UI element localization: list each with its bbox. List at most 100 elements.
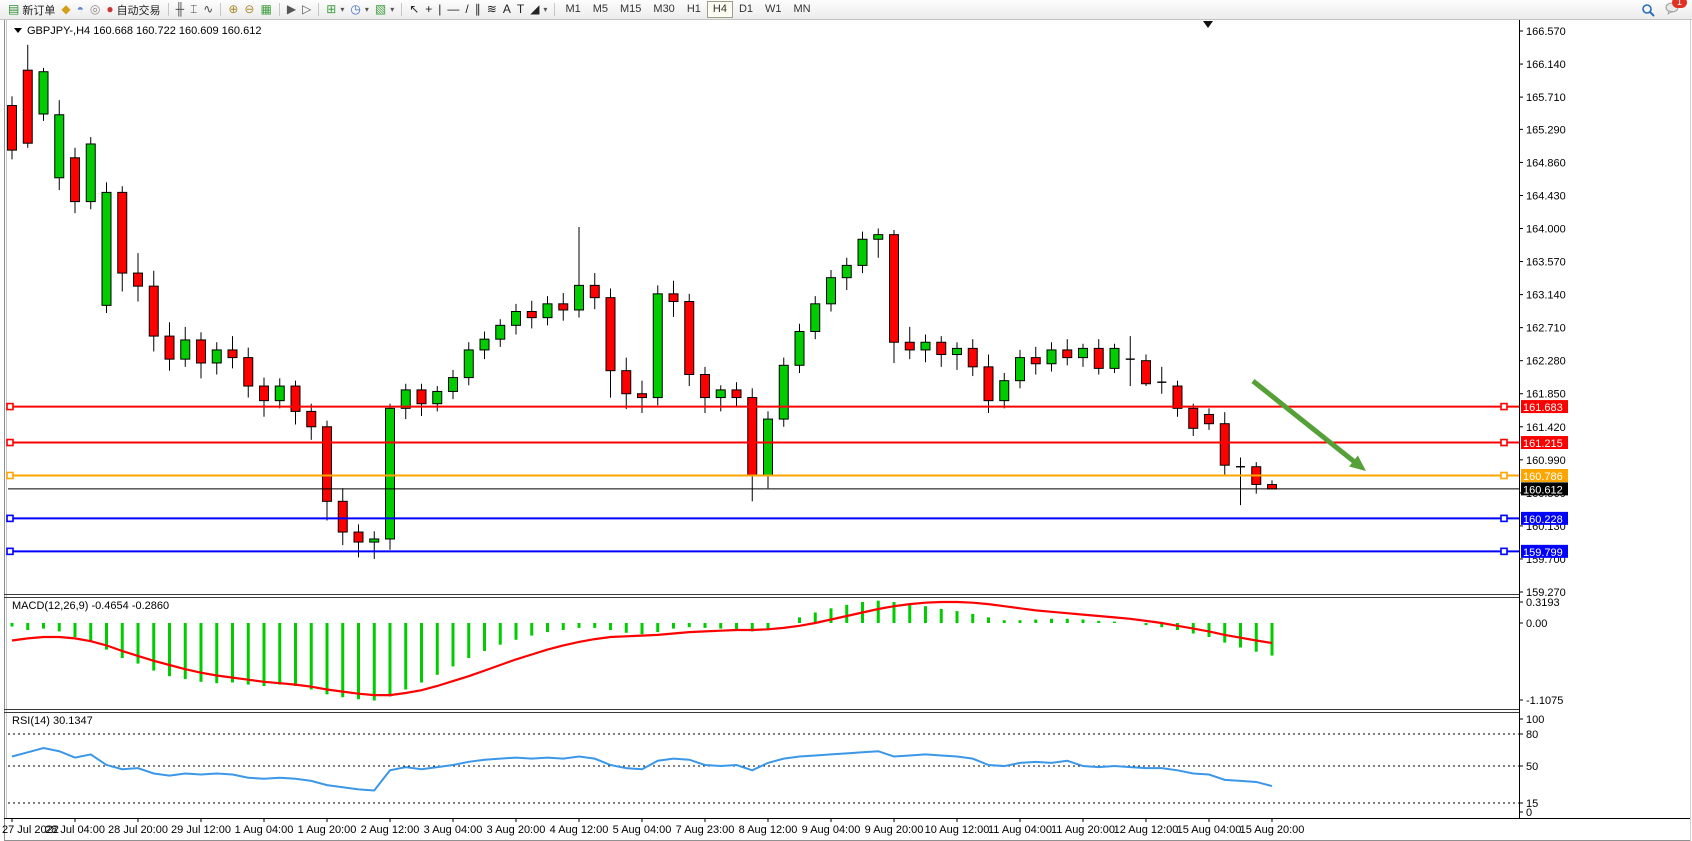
auto-trading-button-label: 自动交易 xyxy=(116,4,161,17)
toolbar-separator xyxy=(318,3,320,16)
auto-trading-button[interactable]: ● 自动交易 xyxy=(103,1,163,18)
zoom-in-icon[interactable]: ⊕ xyxy=(225,1,241,18)
search-icon[interactable] xyxy=(1641,3,1655,17)
stamp-icon[interactable]: ◆ xyxy=(58,1,73,18)
price-line-badge-text: 159.799 xyxy=(1523,547,1563,559)
vertical-line-icon[interactable]: | xyxy=(435,1,444,18)
toolbar-separator xyxy=(401,3,403,16)
bear-candle xyxy=(164,335,175,360)
bear-candle xyxy=(668,293,679,303)
line-anchor-marker[interactable] xyxy=(1500,402,1508,411)
rsi-axis-tick: 100 xyxy=(1526,714,1544,726)
bull-candle xyxy=(432,390,443,405)
timeframe-h1[interactable]: H1 xyxy=(686,3,701,15)
line-anchor-marker[interactable] xyxy=(6,514,14,523)
time-axis-label: 7 Aug 23:00 xyxy=(676,824,735,836)
chart-title-bar[interactable]: GBPJPY-,H4 160.668 160.722 160.609 160.6… xyxy=(14,25,261,37)
trend-arrow-line[interactable] xyxy=(1251,379,1359,466)
line-anchor-marker[interactable] xyxy=(1500,547,1508,556)
auto-scroll-icon[interactable]: ▶ xyxy=(284,1,299,18)
bar-chart-mode-icon: ╫ xyxy=(175,2,185,16)
horizontal-line-icon: — xyxy=(447,2,460,16)
chart-window[interactable]: 166.570 166.140 165.710 165.290 164.860 164.4… xyxy=(0,19,1692,841)
price-line-badge xyxy=(1521,469,1568,483)
timeframe-d1[interactable]: D1 xyxy=(738,3,753,15)
arrows-tool-icon-dropdown[interactable]: ▾ xyxy=(543,5,548,14)
timeframe-m5[interactable]: M5 xyxy=(592,3,608,15)
price-axis-tick: 162.710 xyxy=(1526,323,1566,335)
price-line-badge xyxy=(1521,482,1568,496)
bull-candle xyxy=(999,380,1010,402)
time-axis-label: 28 Jul 20:00 xyxy=(108,824,168,836)
toolbar-separator xyxy=(167,3,169,16)
indicators-icon[interactable]: ▧ ▾ xyxy=(372,1,397,18)
time-axis-label: 27 Jul 2022 xyxy=(2,824,59,836)
bull-candle xyxy=(1109,347,1120,369)
line-anchor-marker[interactable] xyxy=(6,471,14,480)
chart-shift-icon[interactable]: ▷ xyxy=(299,1,314,18)
line-chart-mode-icon[interactable]: ∿ xyxy=(200,1,216,18)
price-axis-tick: 160.990 xyxy=(1526,455,1566,467)
rsi-axis-tick: 15 xyxy=(1526,798,1538,810)
line-anchor-marker[interactable] xyxy=(6,438,14,447)
text-icon[interactable]: A xyxy=(500,1,514,18)
chat-button[interactable]: 1 xyxy=(1665,0,1687,18)
chart-collapse-icon[interactable] xyxy=(14,28,22,33)
bull-candle xyxy=(385,407,395,540)
signals-icon[interactable]: ◎ xyxy=(87,1,103,18)
macd-axis-tick: 0.00 xyxy=(1526,618,1547,630)
timeframe-mn[interactable]: MN xyxy=(793,3,811,15)
line-anchor-marker[interactable] xyxy=(6,547,14,556)
bull-candle xyxy=(211,349,222,364)
new-chart-icon-dropdown[interactable]: ▾ xyxy=(340,5,345,14)
price-chart-canvas[interactable]: 166.570 166.140 165.710 165.290 164.860 164.4… xyxy=(0,19,1692,841)
toolbar-separator xyxy=(278,3,280,16)
line-anchor-marker[interactable] xyxy=(1500,438,1508,447)
timeframe-m1[interactable]: M1 xyxy=(565,3,581,15)
timeframe-w1[interactable]: W1 xyxy=(765,3,782,15)
timeframe-h4[interactable]: H4 xyxy=(706,1,733,18)
indicators-icon-dropdown[interactable]: ▾ xyxy=(390,5,395,14)
new-order-button[interactable]: ▤ 新订单 xyxy=(5,1,58,18)
new-chart-icon[interactable]: ⊞ ▾ xyxy=(323,1,347,18)
timeframe-toolbar: M1 M5 M15 M30 H1 H4 D1 W1 MN xyxy=(559,1,816,18)
time-axis-label: 4 Aug 12:00 xyxy=(550,824,609,836)
chart-shift-marker[interactable] xyxy=(1203,21,1213,28)
bear-candle xyxy=(700,374,710,399)
zoom-out-icon[interactable]: ⊖ xyxy=(241,1,257,18)
price-line-badge-text: 160.786 xyxy=(1523,471,1563,483)
bull-candle xyxy=(495,324,506,340)
candlestick-mode-icon[interactable]: ⌶ xyxy=(187,1,200,18)
bull-candle xyxy=(1078,347,1088,359)
bear-candle xyxy=(1188,407,1199,429)
rsi-line xyxy=(11,747,1273,792)
crosshair-icon[interactable]: + xyxy=(422,1,435,18)
contacts-icon: ◓ xyxy=(76,2,84,16)
bull-candle xyxy=(794,330,805,366)
timeframe-m30[interactable]: M30 xyxy=(653,3,675,15)
contacts-icon[interactable]: ◓ xyxy=(74,1,87,18)
bull-candle xyxy=(810,303,821,332)
period-selector-icon-dropdown[interactable]: ▾ xyxy=(364,5,369,14)
time-axis-label: 8 Aug 12:00 xyxy=(739,824,798,836)
cursor-icon[interactable]: ↖ xyxy=(406,1,422,18)
line-anchor-marker[interactable] xyxy=(6,402,14,411)
bar-chart-mode-icon[interactable]: ╫ xyxy=(173,1,188,18)
trend-arrow-head[interactable] xyxy=(1349,455,1366,471)
timeframe-m15[interactable]: M15 xyxy=(620,3,642,15)
tile-windows-icon[interactable]: ▦ xyxy=(257,1,274,18)
bear-candle xyxy=(353,531,364,543)
line-anchor-marker[interactable] xyxy=(1500,471,1508,480)
line-chart-mode-icon: ∿ xyxy=(203,2,214,16)
text-label-icon[interactable]: T xyxy=(514,1,527,18)
fibonacci-icon[interactable]: ≋ xyxy=(484,1,500,18)
trendline-icon[interactable]: / xyxy=(462,1,471,18)
indicators-icon: ▧ xyxy=(374,2,387,16)
horizontal-line-icon[interactable]: — xyxy=(444,1,462,18)
fibonacci-icon: ≋ xyxy=(486,2,497,16)
line-anchor-marker[interactable] xyxy=(1500,514,1508,523)
equidistant-channel-icon[interactable]: ∥ xyxy=(472,1,484,18)
period-selector-icon[interactable]: ◷ ▾ xyxy=(347,1,372,18)
macd-axis-tick: 0.3193 xyxy=(1526,597,1560,609)
arrows-tool-icon[interactable]: ◢ ▾ xyxy=(527,1,550,18)
